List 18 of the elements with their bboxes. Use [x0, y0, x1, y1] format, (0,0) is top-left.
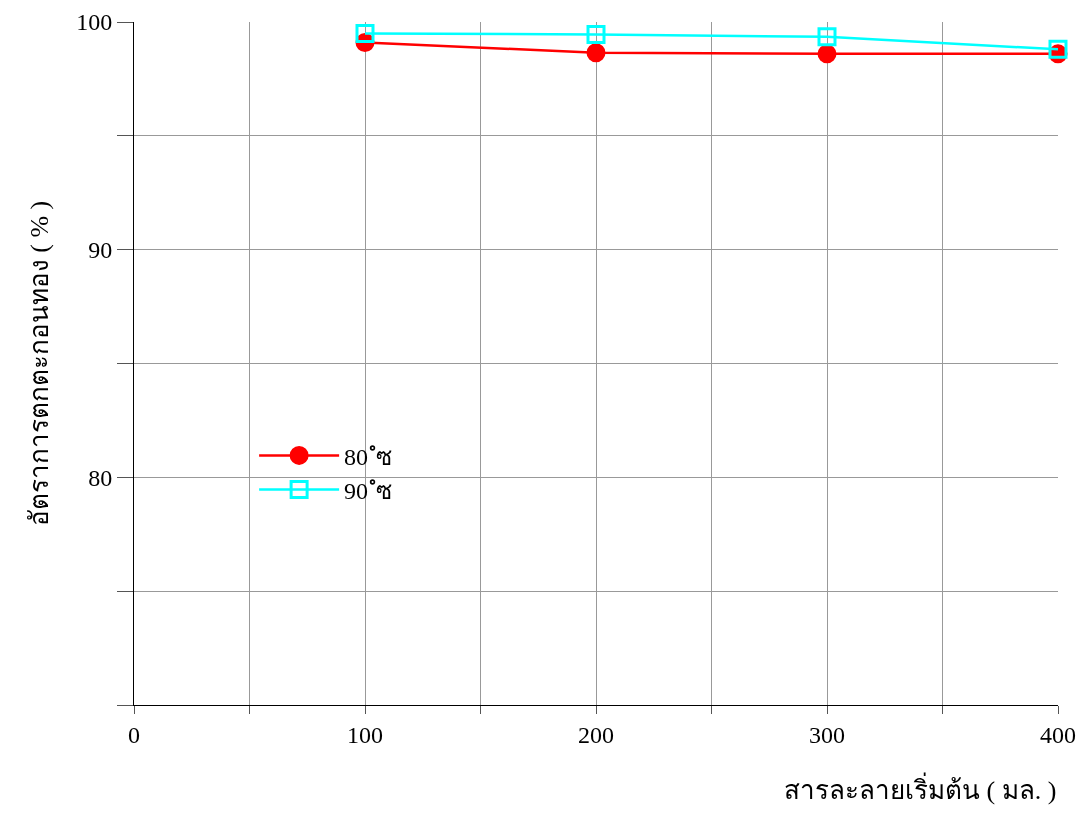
point: [355, 23, 375, 43]
point: [586, 25, 606, 45]
x-tick-label: 0: [128, 721, 140, 748]
y-axis-title: อัตราการตกตะกอนทอง ( % ): [24, 200, 54, 527]
x-tick-label: 100: [347, 721, 383, 748]
point: [817, 27, 837, 47]
x-tick-label: 400: [1040, 721, 1076, 748]
y-tick-label: 90: [88, 237, 113, 264]
legend-label: 90 ํซ: [344, 477, 393, 504]
point: [817, 44, 837, 64]
legend-label: 80 ํซ: [344, 443, 393, 470]
x-tick-label: 300: [809, 721, 845, 748]
x-tick-label: 200: [578, 721, 614, 748]
y-tick-label: 80: [88, 464, 113, 491]
x-axis-title: สารละลายเริ่มต้น ( มล. ): [784, 772, 1057, 805]
y-tick-label: 100: [76, 9, 113, 36]
point: [1048, 39, 1068, 59]
point: [586, 43, 606, 63]
